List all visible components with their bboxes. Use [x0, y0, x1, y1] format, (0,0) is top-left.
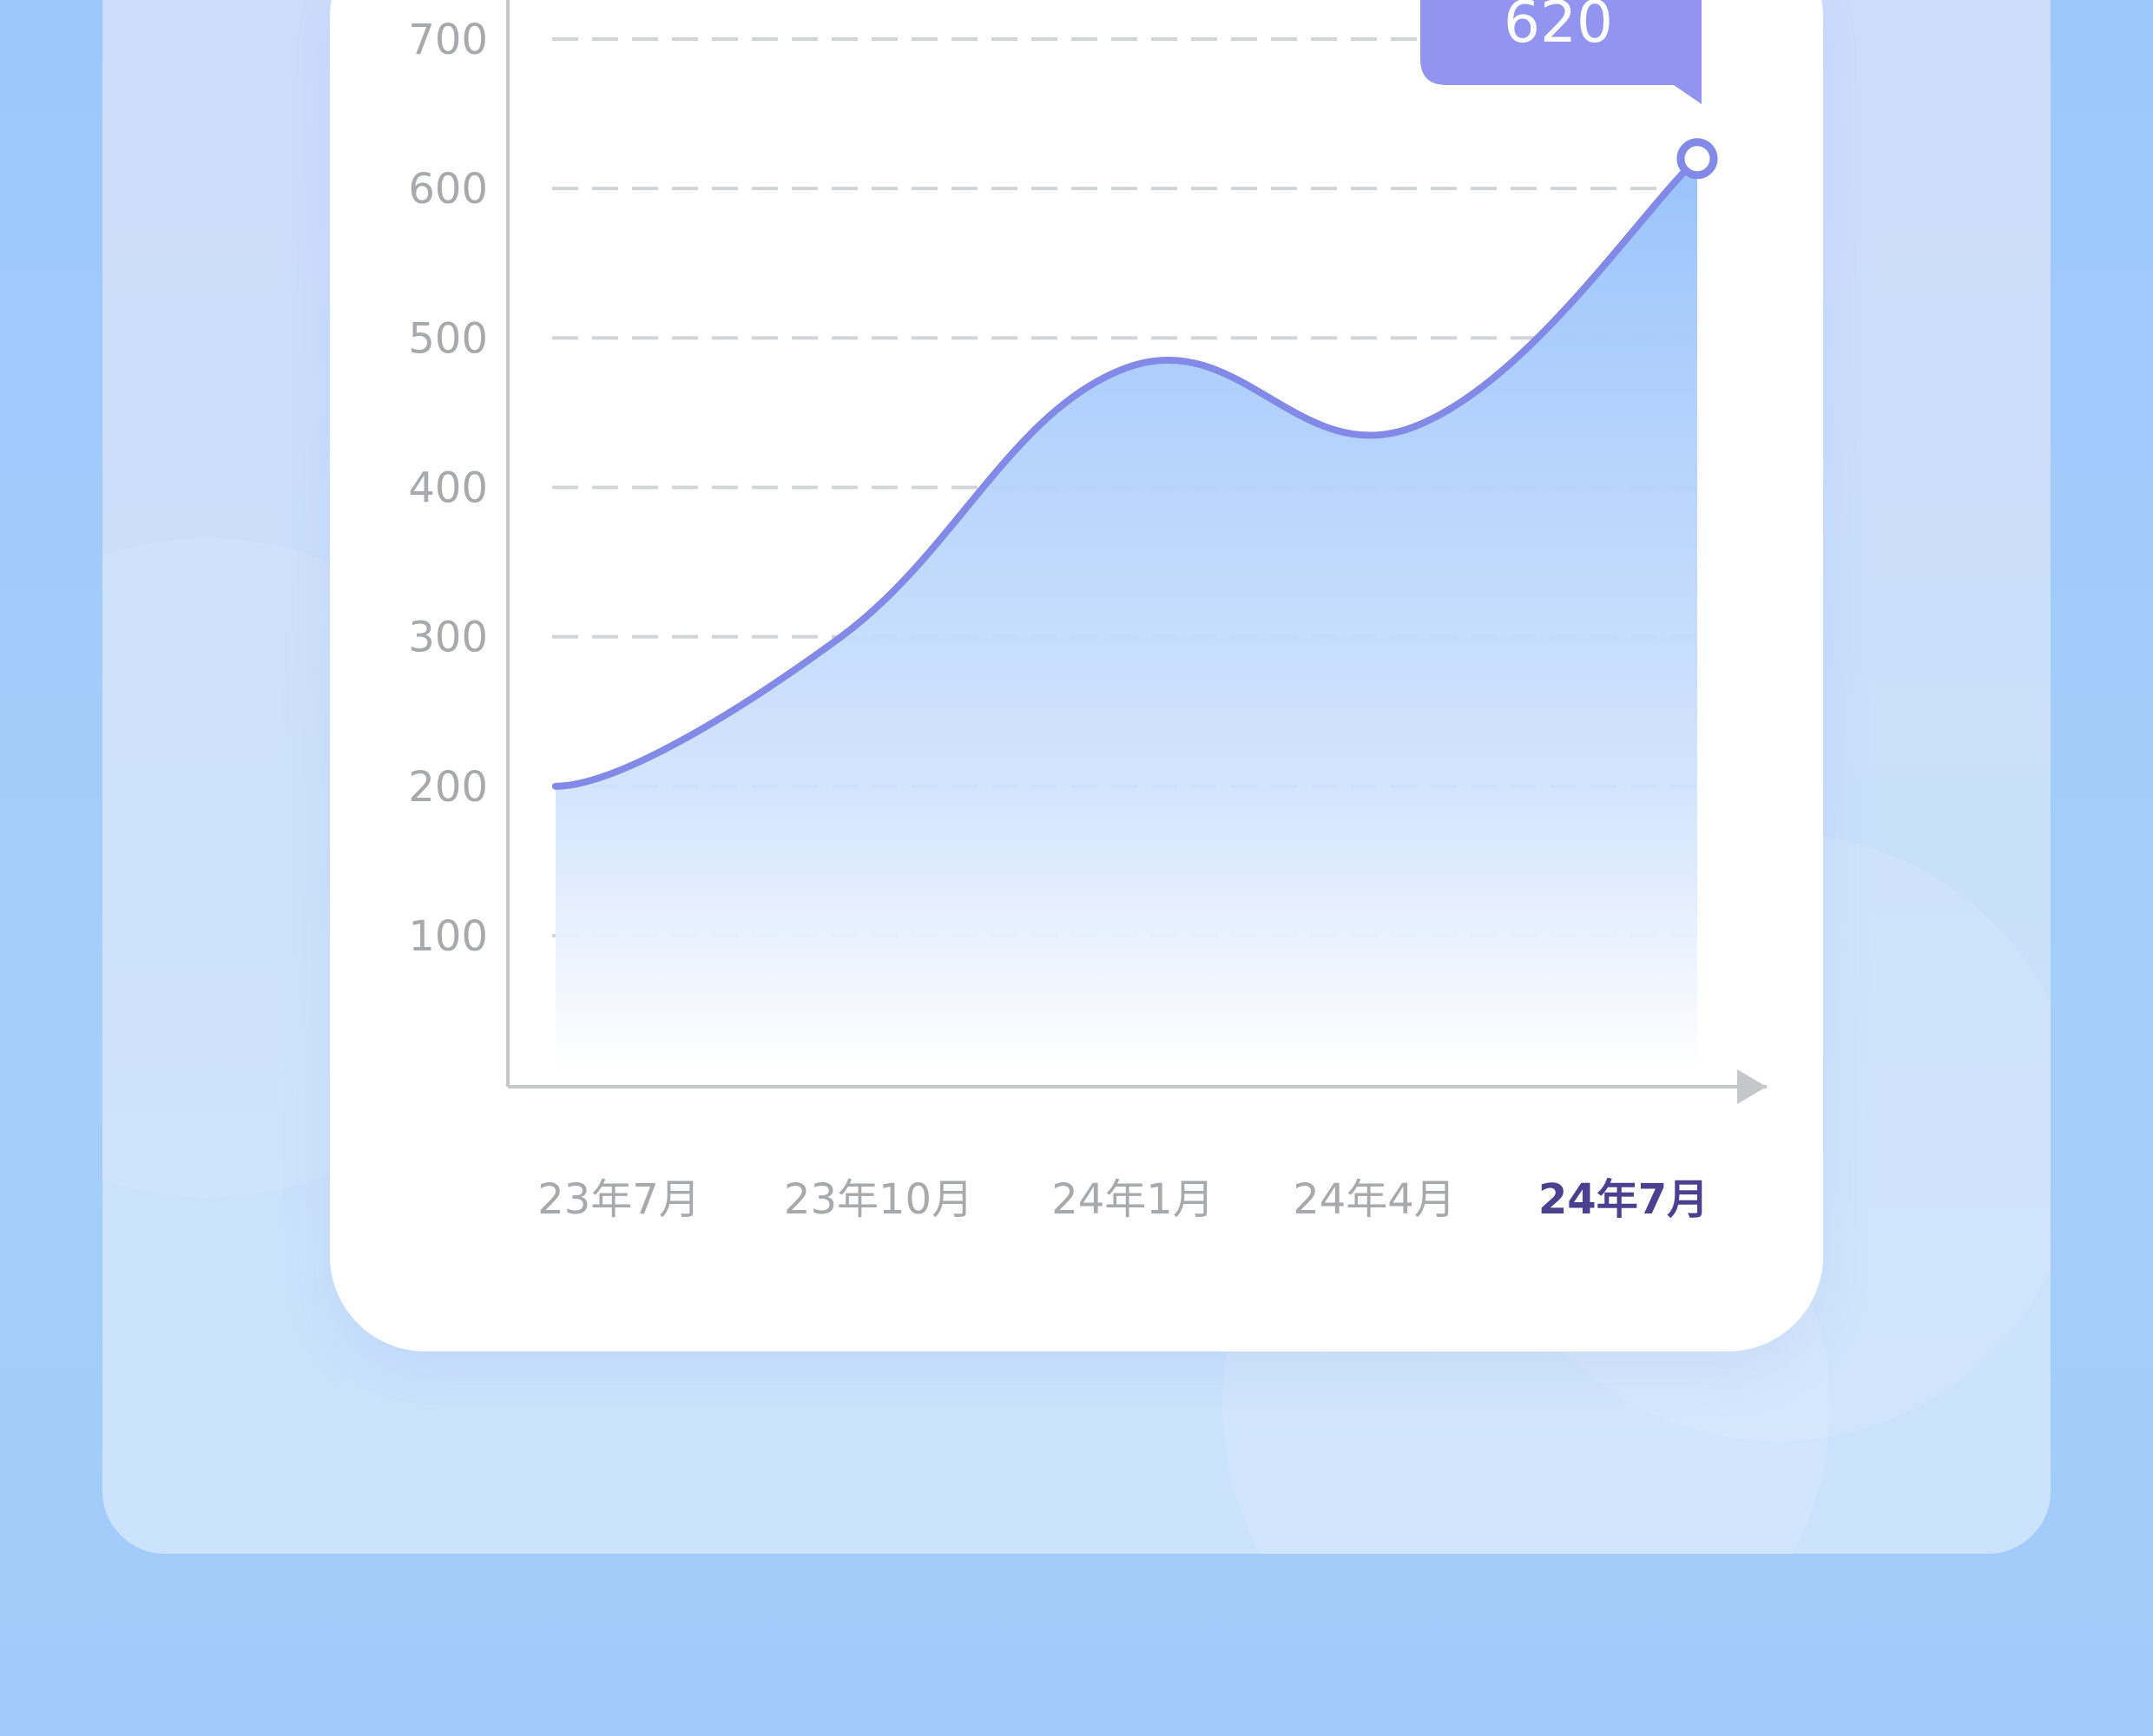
x-tick-label: 23年10月: [784, 1175, 973, 1224]
y-tick-label: 700: [408, 16, 488, 64]
x-axis-arrow-icon: [1737, 1069, 1767, 1104]
x-tick-label-active: 24年7月: [1538, 1175, 1709, 1224]
x-tick-label: 23年7月: [537, 1175, 701, 1224]
y-tick-label: 200: [408, 763, 488, 812]
axes: [506, 0, 1767, 1104]
series-area-fill: [556, 158, 1697, 1069]
y-tick-label: 100: [408, 912, 488, 961]
tooltip: 620: [1420, 0, 1702, 104]
y-tick-label: 300: [408, 614, 488, 662]
series-line: [552, 155, 1701, 790]
x-tick-label: 24年4月: [1293, 1175, 1456, 1224]
x-tick-labels: 23年7月 23年10月 24年1月 24年4月 24年7月: [537, 1175, 1709, 1224]
area-layer: [552, 138, 1718, 1069]
y-tick-label: 600: [408, 165, 488, 214]
tooltip-value: 620: [1504, 0, 1613, 56]
x-tick-label: 24年1月: [1051, 1175, 1215, 1224]
y-tick-label: 400: [408, 464, 488, 513]
tooltip-bubble: [1420, 0, 1702, 104]
y-tick-label: 500: [408, 314, 488, 363]
highlight-point: [1676, 138, 1718, 180]
y-tick-labels: 100 200 300 400 500 600 700: [408, 16, 488, 961]
